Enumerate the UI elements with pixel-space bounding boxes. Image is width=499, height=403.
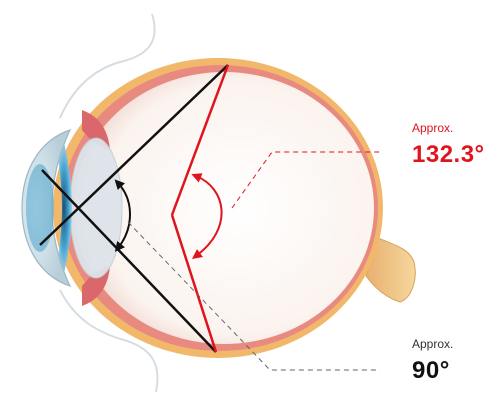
wide-angle-value-label: 132.3° xyxy=(412,141,485,168)
narrow-angle-arc xyxy=(114,179,131,252)
narrow-angle-value-label: 90° xyxy=(412,357,450,384)
wide-angle-line-upper xyxy=(170,64,230,216)
wide-angle-prefix-label: Approx. xyxy=(412,121,454,135)
wide-angle-arc xyxy=(191,173,223,259)
narrow-angle-line-upper xyxy=(39,64,229,246)
iris xyxy=(56,142,72,274)
upper-eyelid-outline xyxy=(59,13,156,119)
narrow-angle-prefix-label: Approx. xyxy=(412,337,454,351)
lower-eyelid-outline xyxy=(59,289,159,393)
optic-nerve xyxy=(365,237,416,303)
pupil-reflection xyxy=(26,164,54,252)
wide-angle-leader-line xyxy=(231,151,382,209)
narrow-angle-line-lower xyxy=(41,169,217,353)
wide-angle-line-lower xyxy=(170,214,218,353)
